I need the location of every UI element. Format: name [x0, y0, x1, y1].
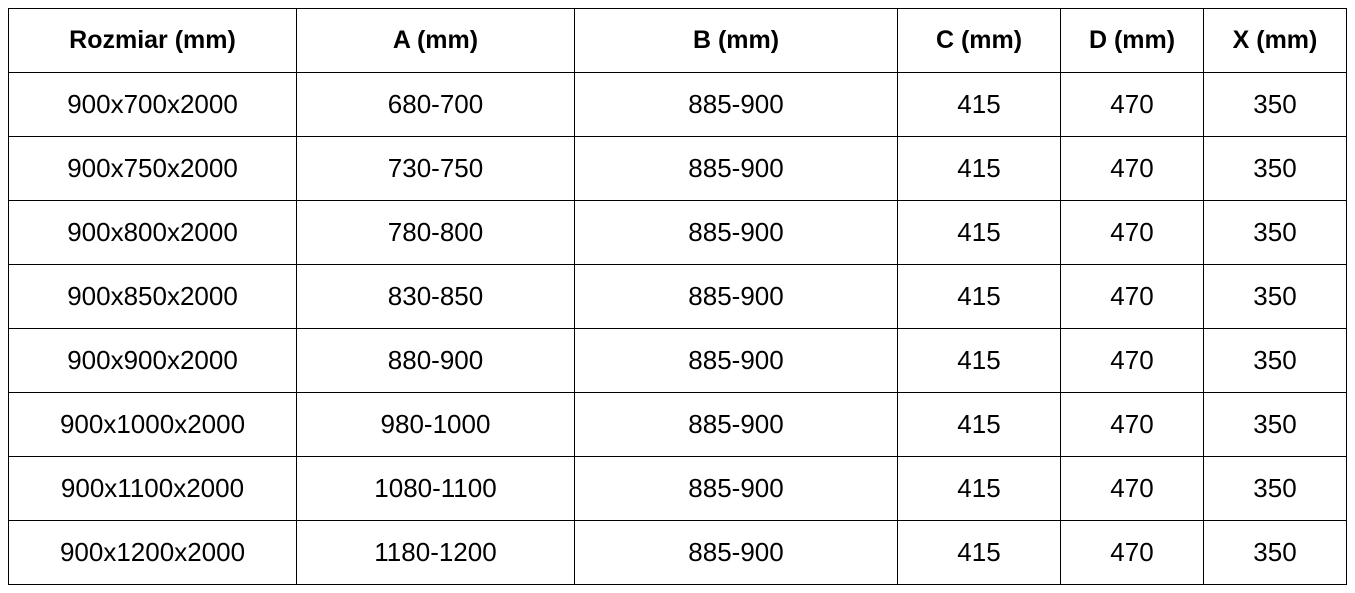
column-header-c: C (mm) — [897, 8, 1061, 73]
cell-a: 780-800 — [296, 200, 575, 265]
cell-a: 1180-1200 — [296, 520, 575, 585]
cell-x: 350 — [1203, 392, 1347, 457]
cell-x: 350 — [1203, 200, 1347, 265]
cell-size: 900x850x2000 — [8, 264, 297, 329]
cell-size: 900x1000x2000 — [8, 392, 297, 457]
cell-x: 350 — [1203, 520, 1347, 585]
cell-size: 900x900x2000 — [8, 328, 297, 393]
cell-a: 680-700 — [296, 72, 575, 137]
cell-a: 980-1000 — [296, 392, 575, 457]
cell-a: 830-850 — [296, 264, 575, 329]
cell-d: 470 — [1060, 392, 1204, 457]
cell-b: 885-900 — [574, 136, 898, 201]
cell-b: 885-900 — [574, 264, 898, 329]
cell-d: 470 — [1060, 200, 1204, 265]
cell-a: 1080-1100 — [296, 456, 575, 521]
column-header-b: B (mm) — [574, 8, 898, 73]
cell-size: 900x700x2000 — [8, 72, 297, 137]
cell-x: 350 — [1203, 72, 1347, 137]
cell-b: 885-900 — [574, 456, 898, 521]
cell-x: 350 — [1203, 136, 1347, 201]
cell-c: 415 — [897, 264, 1061, 329]
cell-size: 900x1200x2000 — [8, 520, 297, 585]
table-row: 900x1100x2000 1080-1100 885-900 415 470 350 — [8, 456, 1347, 521]
table-row: 900x900x2000 880-900 885-900 415 470 350 — [8, 328, 1347, 393]
cell-c: 415 — [897, 392, 1061, 457]
cell-c: 415 — [897, 520, 1061, 585]
table-row: 900x1000x2000 980-1000 885-900 415 470 350 — [8, 392, 1347, 457]
cell-b: 885-900 — [574, 200, 898, 265]
cell-x: 350 — [1203, 328, 1347, 393]
cell-d: 470 — [1060, 136, 1204, 201]
column-header-a: A (mm) — [296, 8, 575, 73]
cell-c: 415 — [897, 200, 1061, 265]
column-header-size: Rozmiar (mm) — [8, 8, 297, 73]
cell-size: 900x800x2000 — [8, 200, 297, 265]
table-row: 900x850x2000 830-850 885-900 415 470 350 — [8, 264, 1347, 329]
cell-c: 415 — [897, 328, 1061, 393]
table-row: 900x750x2000 730-750 885-900 415 470 350 — [8, 136, 1347, 201]
column-header-x: X (mm) — [1203, 8, 1347, 73]
cell-a: 880-900 — [296, 328, 575, 393]
cell-a: 730-750 — [296, 136, 575, 201]
cell-c: 415 — [897, 72, 1061, 137]
cell-x: 350 — [1203, 456, 1347, 521]
cell-d: 470 — [1060, 264, 1204, 329]
dimensions-table: Rozmiar (mm) A (mm) B (mm) C (mm) D (mm) X (m… — [8, 8, 1347, 585]
column-header-d: D (mm) — [1060, 8, 1204, 73]
cell-size: 900x750x2000 — [8, 136, 297, 201]
cell-d: 470 — [1060, 456, 1204, 521]
cell-d: 470 — [1060, 72, 1204, 137]
cell-b: 885-900 — [574, 520, 898, 585]
cell-d: 470 — [1060, 328, 1204, 393]
cell-d: 470 — [1060, 520, 1204, 585]
table-row: 900x1200x2000 1180-1200 885-900 415 470 350 — [8, 520, 1347, 585]
cell-size: 900x1100x2000 — [8, 456, 297, 521]
cell-c: 415 — [897, 136, 1061, 201]
header-row: Rozmiar (mm) A (mm) B (mm) C (mm) D (mm) X (m… — [8, 8, 1347, 73]
table-row: 900x700x2000 680-700 885-900 415 470 350 — [8, 72, 1347, 137]
cell-b: 885-900 — [574, 72, 898, 137]
cell-b: 885-900 — [574, 392, 898, 457]
cell-c: 415 — [897, 456, 1061, 521]
cell-x: 350 — [1203, 264, 1347, 329]
table-row: 900x800x2000 780-800 885-900 415 470 350 — [8, 200, 1347, 265]
cell-b: 885-900 — [574, 328, 898, 393]
